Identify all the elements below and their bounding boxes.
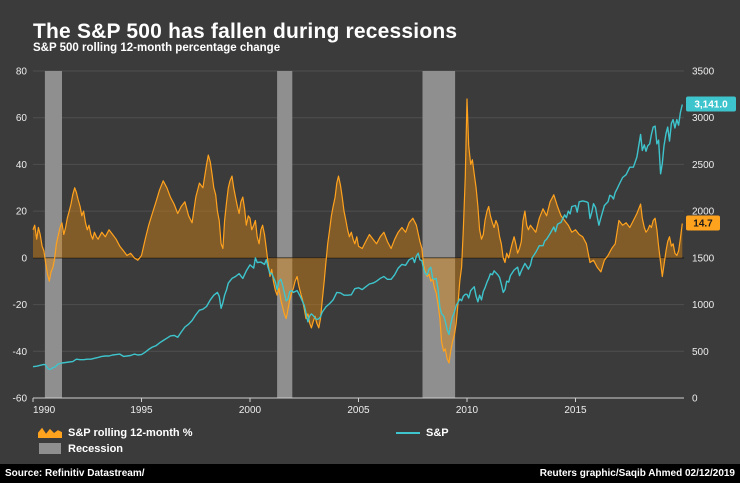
- svg-text:1995: 1995: [130, 405, 153, 416]
- svg-text:500: 500: [692, 347, 709, 358]
- svg-text:3500: 3500: [692, 67, 715, 78]
- svg-text:2000: 2000: [692, 207, 715, 218]
- svg-text:2010: 2010: [456, 405, 479, 416]
- svg-text:2500: 2500: [692, 160, 715, 171]
- svg-text:-60: -60: [13, 394, 28, 405]
- svg-text:0: 0: [21, 253, 27, 264]
- legend-label-sp: S&P: [426, 426, 449, 439]
- credit-text: Reuters graphic/Saqib Ahmed 02/12/2019: [539, 468, 735, 479]
- svg-text:-40: -40: [13, 347, 28, 358]
- recession-band: [44, 71, 62, 398]
- chart-svg: 1990 1995 2000 2005 2010 2015 80 60 40 20 0 -20 -40 -…: [13, 67, 736, 416]
- svg-text:1000: 1000: [692, 300, 715, 311]
- svg-text:40: 40: [16, 160, 28, 171]
- svg-text:2000: 2000: [239, 405, 262, 416]
- sp-series-icon: [396, 432, 420, 434]
- svg-text:60: 60: [16, 113, 28, 124]
- rolling-line: [32, 98, 683, 364]
- svg-text:20: 20: [16, 207, 28, 218]
- legend-label-recession: Recession: [68, 442, 124, 455]
- source-text: Source: Refinitiv Datastream/: [5, 468, 145, 479]
- recession-swatch-icon: [39, 443, 61, 454]
- sp-line: [32, 104, 683, 371]
- gridlines: [33, 70, 684, 399]
- svg-text:3000: 3000: [692, 113, 715, 124]
- legend-item-recession: Recession: [38, 442, 123, 455]
- right-axis-labels: 3500 3000 2500 2000 1500 1000 500 0: [692, 67, 715, 405]
- legend-label-rolling: S&P rolling 12-month %: [68, 426, 193, 439]
- chart-subtitle: S&P 500 rolling 12-month percentage chan…: [33, 42, 281, 54]
- recession-band: [277, 71, 293, 398]
- rolling-series-icon: [38, 427, 62, 438]
- chart-area: 1990 1995 2000 2005 2010 2015 80 60 40 20 0 -20 -40 -…: [0, 60, 740, 416]
- svg-text:1500: 1500: [692, 253, 715, 264]
- svg-text:1990: 1990: [33, 405, 56, 416]
- svg-text:3,141.0: 3,141.0: [694, 100, 728, 111]
- end-value-badge: 14.7: [686, 215, 720, 231]
- svg-text:14.7: 14.7: [693, 219, 713, 230]
- legend-item-rolling: S&P rolling 12-month %: [38, 426, 192, 439]
- svg-text:-20: -20: [13, 300, 28, 311]
- svg-text:80: 80: [16, 67, 28, 78]
- end-value-badge: 3,141.0: [686, 96, 736, 112]
- svg-text:0: 0: [692, 394, 698, 405]
- svg-text:2005: 2005: [347, 405, 370, 416]
- footer-bar: Source: Refinitiv Datastream/ Reuters gr…: [0, 464, 740, 483]
- rolling-area: [33, 99, 683, 363]
- x-axis-labels: 1990 1995 2000 2005 2010 2015: [32, 398, 587, 416]
- left-axis-labels: 80 60 40 20 0 -20 -40 -60: [13, 67, 28, 405]
- page-title: The S&P 500 has fallen during recessions: [33, 20, 458, 44]
- svg-text:2015: 2015: [564, 405, 587, 416]
- recession-band: [422, 71, 456, 398]
- recession-bands: [44, 71, 456, 398]
- legend-item-sp: S&P: [396, 426, 449, 439]
